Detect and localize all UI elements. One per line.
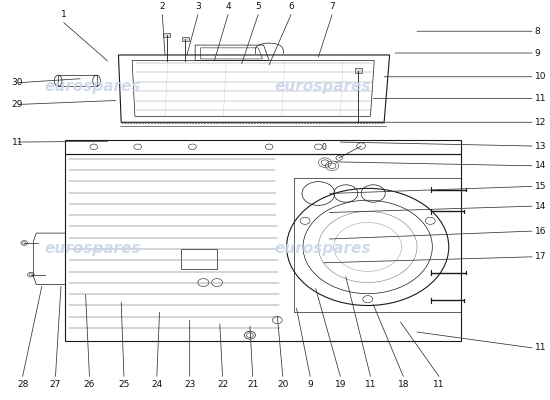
Text: eurospares: eurospares (45, 242, 141, 256)
Text: 9: 9 (307, 380, 313, 389)
Text: 11: 11 (535, 343, 546, 352)
Text: 2: 2 (160, 2, 165, 12)
Text: 29: 29 (12, 100, 23, 109)
Text: 27: 27 (50, 380, 61, 389)
Text: 26: 26 (84, 380, 95, 389)
Bar (182, 37, 189, 41)
Text: 4: 4 (225, 2, 231, 12)
Text: 12: 12 (535, 118, 546, 127)
Bar (355, 68, 362, 73)
Text: 21: 21 (247, 380, 258, 389)
Text: 7: 7 (329, 2, 335, 12)
Text: 15: 15 (535, 182, 546, 191)
Text: 11: 11 (365, 380, 376, 389)
Text: 22: 22 (217, 380, 228, 389)
Text: 13: 13 (535, 142, 546, 150)
Text: 19: 19 (334, 380, 346, 389)
Bar (182, 249, 217, 269)
Bar (58, 75, 97, 86)
Text: 18: 18 (398, 380, 409, 389)
Text: 5: 5 (255, 2, 261, 12)
Text: 11: 11 (12, 138, 23, 146)
Text: 24: 24 (151, 380, 162, 389)
Text: 20: 20 (277, 380, 289, 389)
Text: eurospares: eurospares (45, 79, 141, 94)
Text: 6: 6 (288, 2, 294, 12)
Text: 3: 3 (195, 2, 201, 12)
Text: 28: 28 (17, 380, 28, 389)
Text: 9: 9 (535, 48, 541, 58)
Text: 14: 14 (535, 202, 546, 211)
Text: 30: 30 (12, 78, 23, 87)
Text: eurospares: eurospares (274, 79, 371, 94)
Text: 8: 8 (535, 27, 541, 36)
Text: 16: 16 (535, 227, 546, 236)
Text: 17: 17 (535, 252, 546, 261)
Text: 23: 23 (184, 380, 195, 389)
Text: 1: 1 (61, 10, 67, 19)
Text: 14: 14 (535, 161, 546, 170)
Text: 11: 11 (535, 94, 546, 103)
Bar (163, 33, 170, 37)
Text: 0: 0 (321, 144, 326, 152)
Text: 25: 25 (118, 380, 130, 389)
Text: 10: 10 (535, 72, 546, 81)
Text: 11: 11 (433, 380, 444, 389)
Text: eurospares: eurospares (274, 242, 371, 256)
